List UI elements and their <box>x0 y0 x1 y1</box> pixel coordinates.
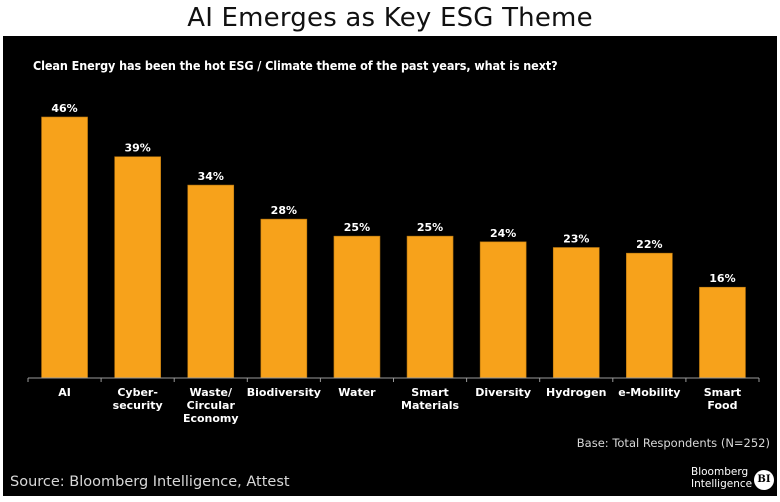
category-label: Diversity <box>475 386 531 399</box>
bars-group <box>41 116 746 379</box>
category-label-line: Smart <box>704 386 742 399</box>
category-label-line: Smart <box>411 386 449 399</box>
category-label-line: Hydrogen <box>546 386 606 399</box>
category-label-line: Biodiversity <box>247 386 321 399</box>
bi-logo-icon: BI <box>754 470 774 490</box>
bar <box>406 235 454 379</box>
bar <box>114 156 161 379</box>
category-label: Smart Food <box>704 386 742 412</box>
category-label-line: Cyber- <box>117 386 158 399</box>
bar <box>260 218 308 379</box>
brand-logo-text: Bloomberg Intelligence <box>691 466 752 490</box>
value-label: 22% <box>636 238 662 251</box>
category-label: Water <box>338 386 376 399</box>
value-label: 46% <box>51 102 77 115</box>
value-label: 25% <box>417 221 443 234</box>
category-label-line: Materials <box>401 399 459 412</box>
category-label: Waste/Circular Economy <box>183 386 239 425</box>
chart-title: AI Emerges as Key ESG Theme <box>187 3 593 33</box>
category-label-line: Food <box>707 399 737 412</box>
category-label-line: Economy <box>183 412 239 425</box>
category-label: Smart Materials <box>401 386 459 412</box>
bar <box>626 252 673 379</box>
value-label: 16% <box>709 272 735 285</box>
category-labels-group: AI Cyber-security Waste/Circular Economy Bio… <box>58 386 741 425</box>
brand-line-2: Intelligence <box>691 478 753 490</box>
bar <box>699 286 746 379</box>
source-note: Source: Bloomberg Intelligence, Attest <box>10 474 290 490</box>
category-label: Cyber-security <box>113 386 163 412</box>
base-note: Base: Total Respondents (N=252) <box>576 436 770 450</box>
bar <box>552 247 600 379</box>
category-label-line: Diversity <box>475 386 531 399</box>
category-label: AI <box>58 386 71 399</box>
x-axis <box>27 377 760 382</box>
category-label-line: security <box>113 399 163 412</box>
value-label: 39% <box>124 142 150 155</box>
category-label: Biodiversity <box>247 386 321 399</box>
category-label-line: Circular <box>187 399 236 412</box>
value-label: 23% <box>563 233 589 246</box>
category-label: e-Mobility <box>618 386 680 399</box>
value-label: 28% <box>271 204 297 217</box>
brand-line-1: Bloomberg <box>691 466 749 478</box>
category-label-line: Water <box>338 386 376 399</box>
category-label-line: Waste/ <box>190 386 233 399</box>
category-label: Hydrogen <box>546 386 606 399</box>
value-label: 34% <box>198 170 224 183</box>
bar <box>187 184 235 379</box>
bar <box>41 116 88 379</box>
category-label-line: AI <box>58 386 71 399</box>
value-label: 25% <box>344 221 370 234</box>
value-labels-group: 46% 39% 34% 28% 25% 25% 24% 23% 22% 16% <box>51 102 735 285</box>
category-label-line: e-Mobility <box>618 386 680 399</box>
chart-subtitle: Clean Energy has been the hot ESG / Clim… <box>33 58 558 73</box>
bar <box>333 235 381 379</box>
value-label: 24% <box>490 227 516 240</box>
bar <box>479 241 527 379</box>
